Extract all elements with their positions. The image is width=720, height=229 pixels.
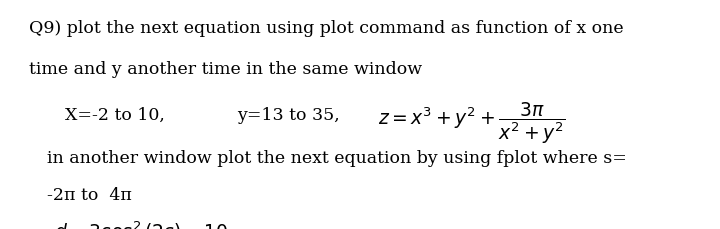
Text: $d = 3\cos^2(2s) - 10$: $d = 3\cos^2(2s) - 10$ (54, 218, 228, 229)
Text: X=-2 to 10,: X=-2 to 10, (65, 106, 165, 123)
Text: -2π to  4π: -2π to 4π (47, 186, 132, 203)
Text: y=13 to 35,: y=13 to 35, (238, 106, 341, 123)
Text: in another window plot the next equation by using fplot where s=: in another window plot the next equation… (47, 149, 626, 166)
Text: Q9) plot the next equation using plot command as function of x one: Q9) plot the next equation using plot co… (29, 20, 624, 37)
Text: time and y another time in the same window: time and y another time in the same wind… (29, 61, 422, 78)
Text: $z = x^3 + y^2 + \dfrac{3\pi}{x^2+y^2}$: $z = x^3 + y^2 + \dfrac{3\pi}{x^2+y^2}$ (378, 100, 565, 145)
